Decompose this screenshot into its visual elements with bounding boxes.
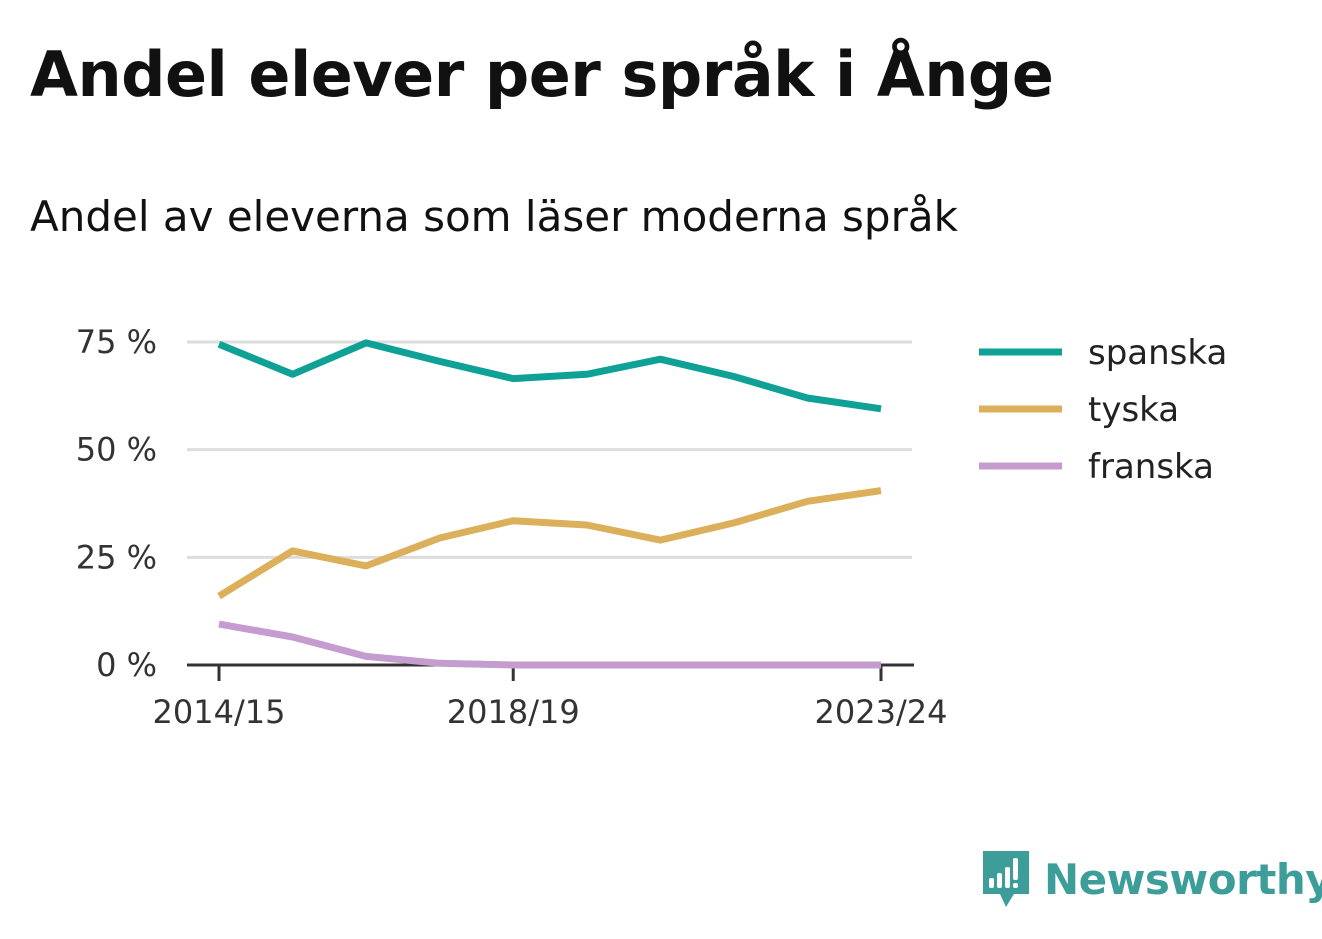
series-lines <box>217 339 882 669</box>
x-tick-label: 2023/24 <box>815 693 948 731</box>
y-tick-label: 50 % <box>76 431 157 469</box>
series-line-tyska <box>217 487 882 600</box>
legend-label-spanska: spanska <box>1088 333 1227 373</box>
chart-subtitle: Andel av eleverna som läser moderna språ… <box>30 192 958 241</box>
y-tick-label: 75 % <box>76 323 157 361</box>
x-tick-label: 2014/15 <box>153 693 286 731</box>
x-axis: 2014/15 2018/19 2023/24 <box>153 663 948 731</box>
series-line-franska <box>218 620 881 669</box>
legend-label-franska: franska <box>1088 447 1214 487</box>
y-tick-label: 25 % <box>76 538 157 576</box>
x-tick-label: 2018/19 <box>447 693 580 731</box>
y-tick-label: 0 % <box>96 646 157 684</box>
newsworthy-logo: Newsworthy <box>980 848 1322 910</box>
chart-title: Andel elever per språk i Ånge <box>30 38 1054 111</box>
series-line-spanska <box>217 339 882 413</box>
legend-label-tyska: tyska <box>1088 390 1179 430</box>
bar-chart-speech-bubble-icon <box>983 851 1029 907</box>
legend: spanska tyska franska <box>979 333 1227 487</box>
brand-name: Newsworthy <box>1044 854 1322 904</box>
y-axis-labels: 0 % 25 % 50 % 75 % <box>76 323 157 684</box>
